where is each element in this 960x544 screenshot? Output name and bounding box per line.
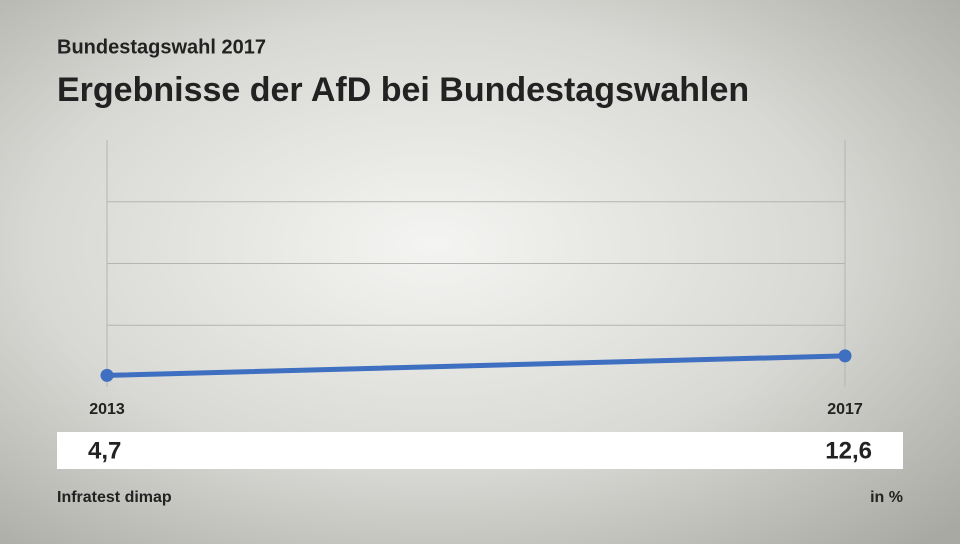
value-strip <box>57 432 903 469</box>
point <box>100 368 114 382</box>
value-label: 4,7 <box>88 437 121 464</box>
source: Infratest dimap <box>57 489 172 506</box>
point <box>838 349 852 363</box>
line <box>104 353 848 378</box>
chart-title: Ergebnisse der AfD bei Bundestagswahlen <box>57 71 749 109</box>
chart-subtitle: Bundestagswahl 2017 <box>57 36 266 58</box>
x-tick-label: 2013 <box>89 401 125 418</box>
x-tick-label: 2017 <box>827 401 863 418</box>
value-label: 12,6 <box>825 437 872 464</box>
unit: in % <box>870 489 903 506</box>
